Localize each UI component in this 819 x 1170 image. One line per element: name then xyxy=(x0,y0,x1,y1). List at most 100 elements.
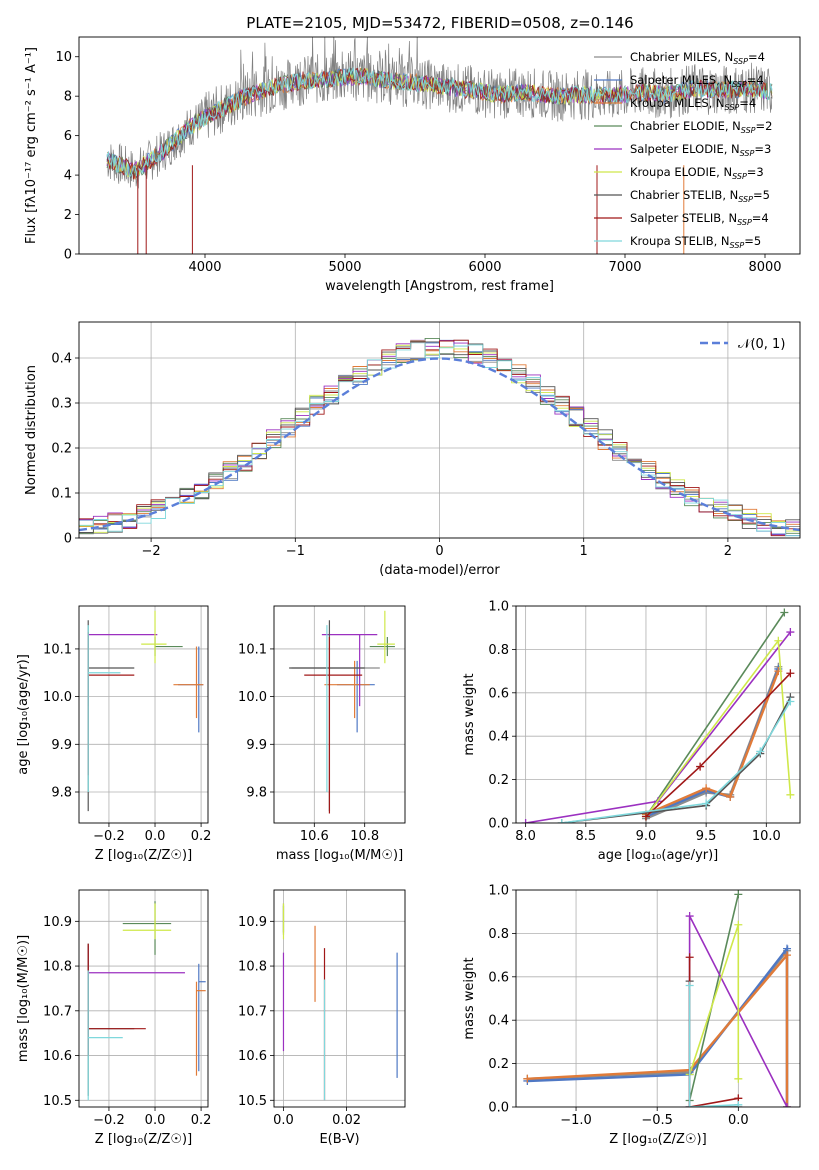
x-tick-label: 1 xyxy=(580,544,588,559)
y-tick-label: 2 xyxy=(64,208,72,223)
y-tick-label: 0 xyxy=(64,248,72,263)
x-tick-label: 10.8 xyxy=(350,829,379,844)
point-marker xyxy=(685,912,694,921)
y-tick-label: 0.4 xyxy=(488,1014,509,1029)
axes-frame xyxy=(78,36,801,255)
panel-spectrum: 4000 5000 6000 7000 8000 0 2 4 6 8 10 wavelength [A… xyxy=(24,36,801,294)
panel-age-vs-Z: −0.2 0.0 0.2 9.8 9.9 10.0 10.1 Z [log₁₀(Z/Z☉)] a… xyxy=(16,605,211,863)
x-tick-label: 7000 xyxy=(608,260,641,275)
legend-entry: Salpeter STELIB, NSSP=4 xyxy=(630,211,769,227)
model-spectrum xyxy=(106,66,773,177)
figure-title: PLATE=2105, MJD=53472, FIBERID=0508, z=0… xyxy=(246,14,633,32)
y-tick-label: 1.0 xyxy=(488,600,509,615)
x-tick-label: 0.0 xyxy=(145,1113,166,1128)
y-tick-label: 10.5 xyxy=(238,1094,267,1109)
x-tick-label: 0.02 xyxy=(332,1113,361,1128)
panel-mass-weight-vs-age: 8.0 8.5 9.0 9.5 10.0 0.0 0.2 0.4 0.6 0.8 1.0 age [l… xyxy=(462,600,801,863)
y-axis-label: Flux [fλ10⁻¹⁷ erg cm⁻² s⁻¹ A⁻¹] xyxy=(24,47,39,244)
point-marker xyxy=(726,792,735,801)
y-axis-label: mass weight xyxy=(462,673,477,755)
x-axis-label: E(B-V) xyxy=(319,1132,359,1147)
legend-entry: Kroupa ELODIE, NSSP=3 xyxy=(630,165,764,181)
plot-area xyxy=(79,606,208,823)
x-axis-label: Z [log₁₀(Z/Z☉)] xyxy=(95,848,192,863)
point-marker xyxy=(734,1100,743,1107)
x-tick-label: −0.2 xyxy=(93,829,125,844)
x-tick-label: −1.0 xyxy=(560,1113,592,1128)
point-marker xyxy=(641,812,650,821)
x-tick-label: 9.5 xyxy=(696,829,717,844)
axes-frame xyxy=(78,605,209,824)
y-tick-label: 10.9 xyxy=(238,915,267,930)
x-tick-label: 5000 xyxy=(328,260,361,275)
point-marker xyxy=(702,784,711,793)
axes-frame xyxy=(515,605,801,824)
axes-frame xyxy=(78,889,209,1108)
y-tick-label: 0.0 xyxy=(488,817,509,832)
x-axis-label: (data-model)/error xyxy=(379,563,500,578)
y-tick-label: 10.6 xyxy=(238,1049,267,1064)
y-tick-label: 1.0 xyxy=(488,884,509,899)
x-axis-label: mass [log₁₀(M/M☉)] xyxy=(276,848,403,863)
y-tick-label: 0.3 xyxy=(51,397,72,412)
point-marker xyxy=(786,628,795,637)
y-tick-label: 9.9 xyxy=(51,738,72,753)
y-tick-label: 0.0 xyxy=(488,1101,509,1116)
y-axis-label: mass [log₁₀(M/M☉)] xyxy=(16,935,31,1062)
legend-entry: Chabrier MILES, NSSP=4 xyxy=(630,50,765,66)
legend-entry: Chabrier STELIB, NSSP=5 xyxy=(630,188,770,204)
x-axis-label: age [log₁₀(age/yr)] xyxy=(598,848,719,863)
y-tick-label: 0.2 xyxy=(51,442,72,457)
x-tick-label: 4000 xyxy=(188,260,221,275)
x-tick-label: 10.6 xyxy=(300,829,329,844)
x-tick-label: 8.0 xyxy=(515,829,536,844)
point-marker xyxy=(786,697,795,706)
panel-mass-vs-Z: −0.2 0.0 0.2 10.5 10.6 10.7 10.8 10.9 Z [log₁₀(Z… xyxy=(16,889,212,1147)
y-axis-label: mass weight xyxy=(462,957,477,1039)
axes-frame xyxy=(78,321,801,539)
panel-age-vs-mass: 10.6 10.8 9.8 9.9 10.0 10.1 mass [log₁₀(M/M☉)] xyxy=(238,605,406,863)
y-tick-label: 0.2 xyxy=(488,773,509,788)
x-tick-label: 0.0 xyxy=(728,1113,749,1128)
plot-content xyxy=(516,606,800,823)
y-axis-label: age [log₁₀(age/yr)] xyxy=(16,654,31,775)
plot-area xyxy=(274,890,405,1107)
point-marker xyxy=(786,669,795,678)
residual-histogram xyxy=(79,339,800,537)
y-tick-label: 10.7 xyxy=(43,1004,72,1019)
x-tick-label: 0.2 xyxy=(191,1113,212,1128)
point-marker xyxy=(557,819,566,823)
point-marker xyxy=(783,951,792,960)
gaussian-reference xyxy=(79,357,800,532)
x-tick-label: −1 xyxy=(286,544,305,559)
plot-content xyxy=(79,322,800,538)
plot-area xyxy=(79,890,208,1107)
axes-frame xyxy=(515,889,801,1108)
y-tick-label: 9.8 xyxy=(246,786,267,801)
point-marker xyxy=(780,608,789,617)
axes-frame xyxy=(273,889,406,1108)
point-marker xyxy=(756,747,765,756)
panel-residuals: −2 −1 0 1 2 0 0.1 0.2 0.3 0.4 (data-model)/error No… xyxy=(24,321,801,578)
plot-content xyxy=(516,890,800,1107)
point-marker xyxy=(786,790,795,799)
y-tick-label: 6 xyxy=(64,129,72,144)
y-tick-label: 10.6 xyxy=(43,1049,72,1064)
y-tick-label: 0.6 xyxy=(488,970,509,985)
y-tick-label: 10.7 xyxy=(238,1004,267,1019)
y-tick-label: 10.8 xyxy=(43,960,72,975)
x-tick-label: 2 xyxy=(724,544,732,559)
y-axis-label: Normed distribution xyxy=(24,365,39,495)
y-tick-label: 10.5 xyxy=(43,1094,72,1109)
x-tick-label: 6000 xyxy=(468,260,501,275)
point-marker xyxy=(734,890,743,899)
mass-weight-line xyxy=(645,612,786,817)
point-marker xyxy=(734,1074,743,1083)
x-tick-label: 10.0 xyxy=(752,829,781,844)
x-axis-label: Z [log₁₀(Z/Z☉)] xyxy=(95,1132,192,1147)
panel-mass-vs-ebv: 0.0 0.02 10.5 10.6 10.7 10.8 10.9 E(B-V) xyxy=(238,889,406,1147)
x-axis-label: wavelength [Angstrom, rest frame] xyxy=(325,279,554,294)
y-tick-label: 10.1 xyxy=(43,642,72,657)
